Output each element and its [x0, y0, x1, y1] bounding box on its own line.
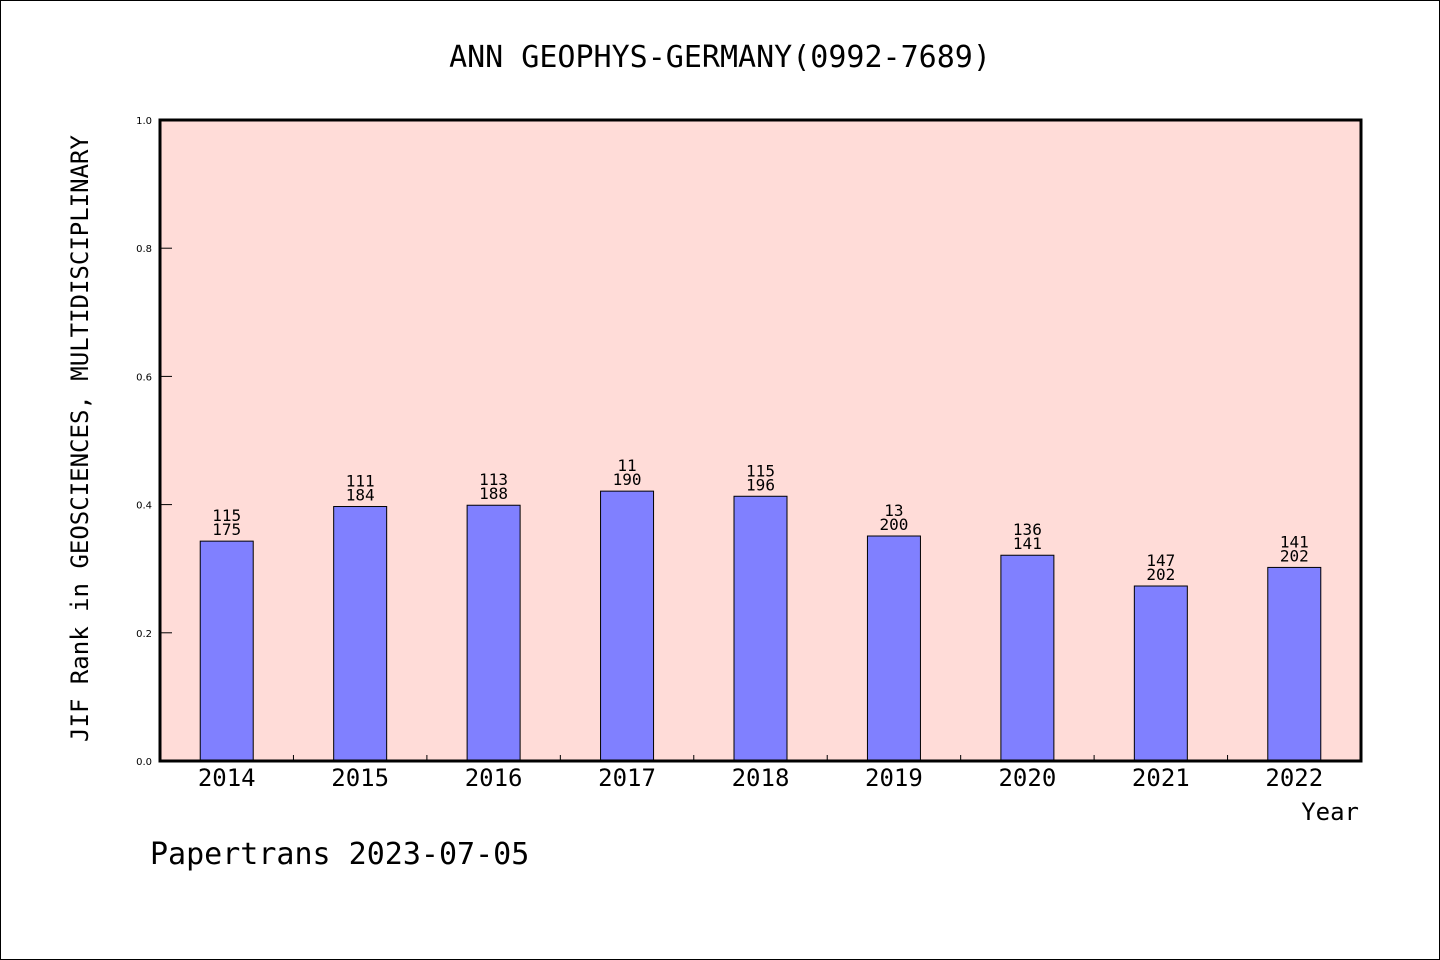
y-tick-label: 1.0 [136, 116, 152, 127]
rank-label-2018: 115 [746, 461, 775, 480]
chart-title: ANN GEOPHYS-GERMANY(0992-7689) [449, 40, 991, 75]
x-tick-label-2018: 2018 [732, 764, 790, 792]
y-tick-label: 0.4 [136, 501, 152, 512]
bar-2016 [466, 504, 521, 762]
bar-2021 [1133, 585, 1188, 762]
rank-label-2020: 136 [1013, 520, 1042, 539]
bar-2019 [866, 535, 921, 762]
total-label-2021: 202 [1146, 565, 1175, 584]
x-tick-label-2014: 2014 [198, 764, 256, 792]
bar-2020 [1000, 554, 1055, 762]
bar-2015 [333, 506, 388, 762]
x-tick-label-2022: 2022 [1265, 764, 1323, 792]
x-axis-label: Year [1301, 798, 1359, 826]
rank-label-2017: 11 [617, 456, 636, 475]
rank-label-2015: 111 [346, 472, 375, 491]
total-label-2018: 196 [746, 475, 775, 494]
y-tick-label: 0.2 [136, 629, 152, 640]
footer-credit: Papertrans 2023-07-05 [150, 837, 529, 872]
total-label-2019: 200 [879, 515, 908, 534]
x-tick-label-2016: 2016 [465, 764, 523, 792]
total-label-2014: 175 [212, 520, 241, 539]
x-tick-label-2019: 2019 [865, 764, 923, 792]
rank-label-2019: 13 [884, 501, 903, 520]
total-label-2016: 188 [479, 484, 508, 503]
rank-label-2021: 147 [1146, 551, 1175, 570]
plot-border [158, 118, 1363, 763]
x-tick-label-2020: 2020 [998, 764, 1056, 792]
bar-2017 [600, 490, 655, 762]
bar-2018 [733, 495, 788, 762]
total-label-2015: 184 [346, 486, 375, 505]
y-tick-label: 0.6 [136, 372, 152, 383]
x-ticks-group: 2014 2015 2016 2017 2018 2019 2020 2021 2022 [198, 755, 1323, 792]
total-label-2022: 202 [1280, 546, 1309, 565]
y-axis-label: JIF Rank in GEOSCIENCES, MULTIDISCIPLINA… [66, 135, 94, 742]
x-tick-label-2015: 2015 [331, 764, 389, 792]
bar-2014 [199, 540, 254, 762]
y-tick-label: 0.0 [136, 757, 152, 768]
y-tick-label: 0.8 [136, 244, 152, 255]
rank-label-2022: 141 [1280, 532, 1309, 551]
x-tick-label-2017: 2017 [598, 764, 656, 792]
rank-label-2016: 113 [479, 470, 508, 489]
rank-label-2014: 115 [212, 506, 241, 525]
total-label-2017: 190 [613, 470, 642, 489]
x-tick-label-2021: 2021 [1132, 764, 1190, 792]
bar-2022 [1267, 566, 1322, 762]
total-label-2020: 141 [1013, 534, 1042, 553]
